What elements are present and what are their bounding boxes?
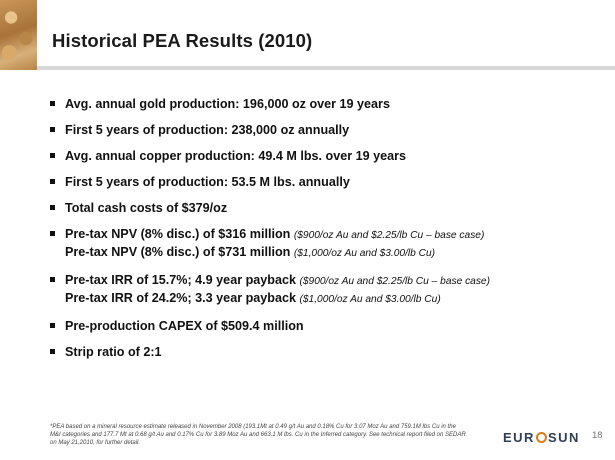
page-number: 18 [592,430,603,441]
bullet-text: First 5 years of production: 238,000 oz … [65,123,350,137]
slide-title: Historical PEA Results (2010) [52,30,313,51]
bullet-line: First 5 years of production: 238,000 oz … [65,122,610,138]
bullet-item: Total cash costs of $379/oz [50,200,610,216]
bullet-line: Avg. annual gold production: 196,000 oz … [65,96,610,112]
rock-texture-image [0,0,37,70]
bullet-line: Pre-tax IRR of 24.2%; 3.3 year payback (… [65,290,610,308]
bullet-marker [50,277,55,282]
bullet-marker [50,127,55,132]
logo-text-left: EUR [503,429,535,445]
bullet-text: Avg. annual copper production: 49.4 M lb… [65,149,407,163]
bullet-marker [50,153,55,158]
bullet-note: ($1,000/oz Au and $3.00/lb Cu) [299,294,441,305]
bullet-marker [50,101,55,106]
bullet-line: Strip ratio of 2:1 [65,344,610,360]
bullet-line: Pre-production CAPEX of $509.4 million [65,318,610,334]
bullet-text: Total cash costs of $379/oz [65,201,228,215]
bullet-line: Total cash costs of $379/oz [65,200,610,216]
bullet-marker [50,349,55,354]
bullet-item: Pre-production CAPEX of $509.4 million [50,318,610,334]
bullet-marker [50,205,55,210]
bullet-text: Pre-tax IRR of 15.7%; 4.9 year payback [65,273,296,287]
header-divider [37,66,615,70]
bullet-marker [50,179,55,184]
bullet-text: First 5 years of production: 53.5 M lbs.… [65,175,350,189]
footnote: *PEA based on a mineral resource estimat… [50,424,466,446]
bullet-item: Avg. annual copper production: 49.4 M lb… [50,148,610,164]
bullet-text: Pre-tax NPV (8% disc.) of $731 million [65,245,291,259]
bullet-note: ($900/oz Au and $2.25/lb Cu – base case) [293,230,485,241]
sun-icon [535,431,547,443]
bullet-item: Pre-tax NPV (8% disc.) of $316 million (… [50,226,610,262]
bullet-text: Pre-tax NPV (8% disc.) of $316 million [65,227,291,241]
bullet-note: ($900/oz Au and $2.25/lb Cu – base case) [299,276,490,287]
bullet-text: Strip ratio of 2:1 [65,345,162,359]
bullet-line: Pre-tax IRR of 15.7%; 4.9 year payback (… [65,272,610,290]
bullet-text: Pre-tax IRR of 24.2%; 3.3 year payback [65,291,296,305]
bullet-line: Avg. annual copper production: 49.4 M lb… [65,148,610,164]
bullet-text: Pre-production CAPEX of $509.4 million [65,319,304,333]
eurosun-logo: EUR SUN [503,429,580,445]
bullet-line: Pre-tax NPV (8% disc.) of $316 million (… [65,226,610,244]
bullet-list: Avg. annual gold production: 196,000 oz … [50,96,610,370]
bullet-item: First 5 years of production: 238,000 oz … [50,122,610,138]
bullet-item: Strip ratio of 2:1 [50,344,610,360]
bullet-note: ($1,000/oz Au and $3.00/lb Cu) [293,248,436,259]
bullet-marker [50,323,55,328]
bullet-line: First 5 years of production: 53.5 M lbs.… [65,174,610,190]
bullet-text: Avg. annual gold production: 196,000 oz … [65,97,390,111]
bullet-marker [50,231,55,236]
bullet-item: First 5 years of production: 53.5 M lbs.… [50,174,610,190]
bullet-item: Pre-tax IRR of 15.7%; 4.9 year payback (… [50,272,610,308]
bullet-line: Pre-tax NPV (8% disc.) of $731 million (… [65,244,610,262]
bullet-item: Avg. annual gold production: 196,000 oz … [50,96,610,112]
logo-text-right: SUN [547,429,580,445]
